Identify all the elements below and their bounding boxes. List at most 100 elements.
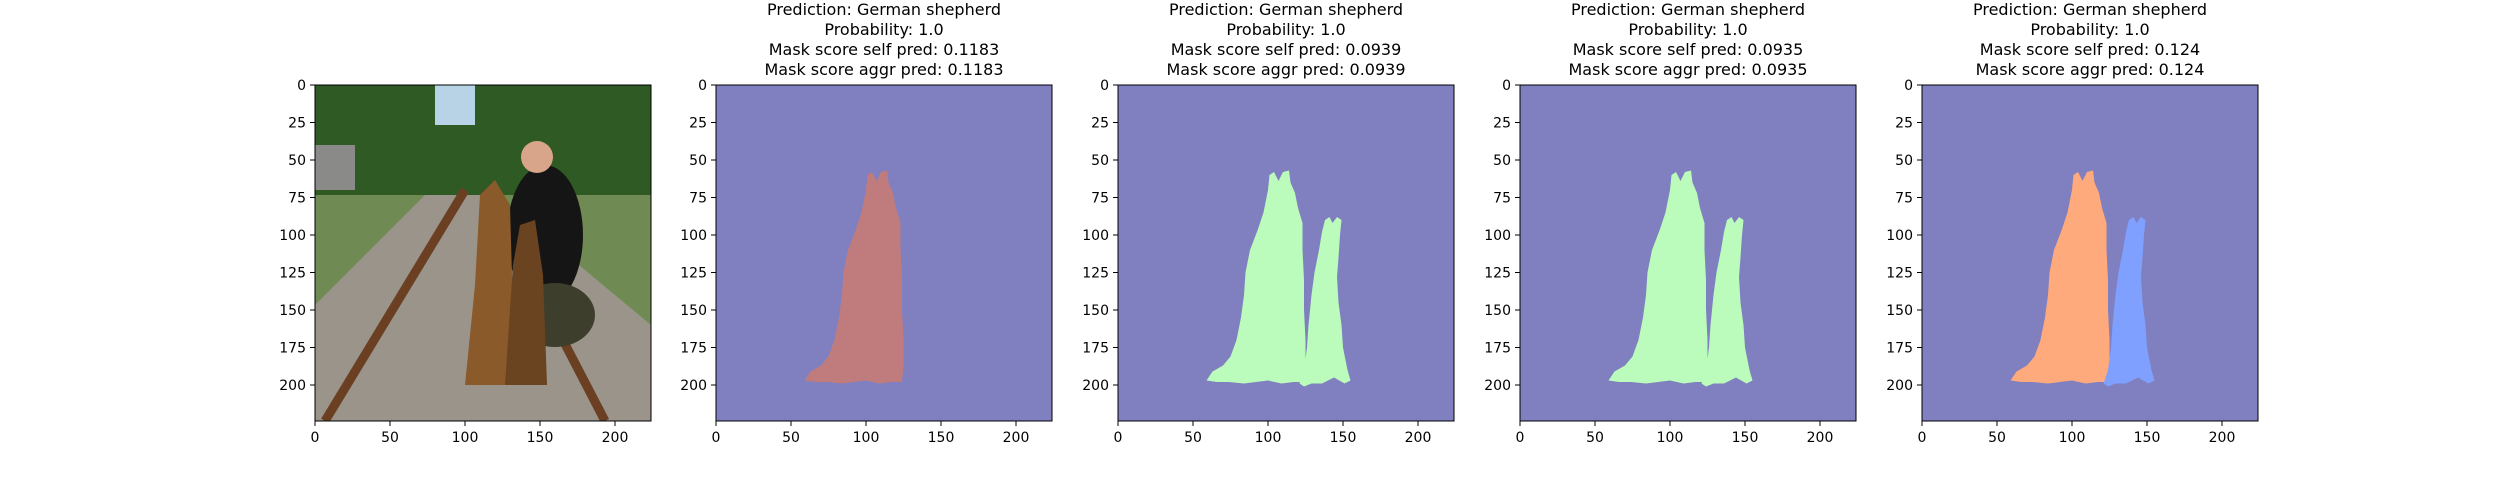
y-tick-label: 75 bbox=[689, 191, 707, 207]
title-line-2: Probability: 1.0 bbox=[1226, 20, 1345, 39]
y-tick-label: 50 bbox=[288, 153, 306, 169]
y-tick-label: 125 bbox=[1484, 266, 1511, 282]
mask-left-dog bbox=[804, 170, 904, 384]
y-tick-label: 25 bbox=[1091, 116, 1109, 132]
y-tick-label: 175 bbox=[1082, 341, 1109, 357]
title-line-4: Mask score aggr pred: 0.124 bbox=[1976, 60, 2205, 79]
title-line-1: Prediction: German shepherd bbox=[1571, 0, 1805, 19]
title-line-4: Mask score aggr pred: 0.0939 bbox=[1167, 60, 1406, 79]
x-tick-label: 0 bbox=[1918, 430, 1927, 446]
x-tick-label: 0 bbox=[311, 430, 320, 446]
x-tick-label: 150 bbox=[1732, 430, 1759, 446]
y-tick-label: 25 bbox=[689, 116, 707, 132]
y-tick-label: 100 bbox=[680, 228, 707, 244]
y-tick-label: 200 bbox=[279, 378, 306, 394]
y-tick-label: 50 bbox=[1091, 153, 1109, 169]
x-tick-label: 50 bbox=[782, 430, 800, 446]
title-line-2: Probability: 1.0 bbox=[824, 20, 943, 39]
y-tick-label: 0 bbox=[1904, 78, 1913, 94]
photo-shed bbox=[315, 145, 355, 190]
panel-1: 0 50 100 150 200 0 25 50 75 100 125 150 175 200 bbox=[279, 78, 652, 446]
y-tick-label: 175 bbox=[1484, 341, 1511, 357]
x-tick-label: 50 bbox=[1988, 430, 2006, 446]
y-tick-label: 175 bbox=[680, 341, 707, 357]
image-area bbox=[1118, 85, 1454, 421]
x-tick-label: 200 bbox=[1405, 430, 1432, 446]
x-tick-label: 0 bbox=[1516, 430, 1525, 446]
x-tick-label: 100 bbox=[1657, 430, 1684, 446]
y-tick-label: 75 bbox=[288, 191, 306, 207]
photo-dog-right bbox=[505, 220, 547, 385]
photo-sky bbox=[435, 85, 475, 125]
mask-right-dog bbox=[1299, 217, 1351, 387]
y-tick-label: 150 bbox=[1484, 303, 1511, 319]
axes-frame bbox=[1117, 84, 1455, 422]
panel-5: 0 50 100 150 200 0 25 50 75 100 125 150 175 200 Predic… bbox=[1886, 0, 2259, 446]
x-tick-label: 0 bbox=[712, 430, 721, 446]
y-tick-label: 50 bbox=[1493, 153, 1511, 169]
y-tick-label: 200 bbox=[1082, 378, 1109, 394]
title-line-1: Prediction: German shepherd bbox=[1973, 0, 2207, 19]
mask-right-dog bbox=[1701, 217, 1753, 387]
y-tick-label: 125 bbox=[680, 266, 707, 282]
y-tick-label: 100 bbox=[1886, 228, 1913, 244]
y-tick-label: 125 bbox=[1886, 266, 1913, 282]
x-tick-label: 100 bbox=[2059, 430, 2086, 446]
y-tick-label: 175 bbox=[279, 341, 306, 357]
y-tick-label: 150 bbox=[1082, 303, 1109, 319]
x-tick-label: 150 bbox=[1330, 430, 1357, 446]
mask-right-dog bbox=[2103, 217, 2155, 387]
photo-rail-left bbox=[321, 187, 469, 421]
x-tick-label: 0 bbox=[1114, 430, 1123, 446]
x-tick-label: 100 bbox=[452, 430, 479, 446]
x-tick-label: 150 bbox=[527, 430, 554, 446]
y-tick-label: 0 bbox=[1502, 78, 1511, 94]
panel-4: 0 50 100 150 200 0 25 50 75 100 125 150 175 200 Predic… bbox=[1484, 0, 1857, 446]
y-tick-label: 100 bbox=[1484, 228, 1511, 244]
y-tick-label: 50 bbox=[1895, 153, 1913, 169]
image-area bbox=[716, 85, 1052, 421]
y-tick-label: 100 bbox=[279, 228, 306, 244]
x-tick-label: 150 bbox=[928, 430, 955, 446]
x-tick-label: 50 bbox=[1586, 430, 1604, 446]
y-tick-label: 75 bbox=[1091, 191, 1109, 207]
y-tick-label: 100 bbox=[1082, 228, 1109, 244]
x-tick-label: 100 bbox=[853, 430, 880, 446]
x-tick-label: 150 bbox=[2134, 430, 2161, 446]
y-tick-label: 75 bbox=[1895, 191, 1913, 207]
x-tick-label: 50 bbox=[381, 430, 399, 446]
x-tick-label: 200 bbox=[1807, 430, 1834, 446]
panel-2: 0 50 100 150 200 0 25 50 75 100 125 150 175 200 Predic… bbox=[680, 0, 1053, 446]
axes-frame bbox=[715, 84, 1053, 422]
y-tick-label: 125 bbox=[1082, 266, 1109, 282]
y-tick-label: 150 bbox=[1886, 303, 1913, 319]
mask-left-dog bbox=[1608, 170, 1708, 384]
y-tick-label: 0 bbox=[698, 78, 707, 94]
y-tick-label: 75 bbox=[1493, 191, 1511, 207]
photo-dog-left bbox=[465, 180, 515, 385]
mask-left-dog bbox=[2010, 170, 2110, 384]
title-line-1: Prediction: German shepherd bbox=[1169, 0, 1403, 19]
title-line-3: Mask score self pred: 0.1183 bbox=[769, 40, 1000, 59]
title-line-2: Probability: 1.0 bbox=[2030, 20, 2149, 39]
y-tick-label: 0 bbox=[297, 78, 306, 94]
photo-face bbox=[521, 141, 553, 173]
y-tick-label: 150 bbox=[279, 303, 306, 319]
y-tick-label: 25 bbox=[288, 116, 306, 132]
axes-frame bbox=[1921, 84, 2259, 422]
y-tick-label: 25 bbox=[1895, 116, 1913, 132]
y-tick-label: 150 bbox=[680, 303, 707, 319]
x-tick-label: 100 bbox=[1255, 430, 1282, 446]
photo-trees bbox=[315, 85, 651, 195]
panel-3: 0 50 100 150 200 0 25 50 75 100 125 150 175 200 Predic… bbox=[1082, 0, 1455, 446]
axes-frame bbox=[1519, 84, 1857, 422]
y-tick-label: 200 bbox=[1886, 378, 1913, 394]
image-area bbox=[315, 85, 651, 421]
x-tick-label: 200 bbox=[2209, 430, 2236, 446]
x-tick-label: 50 bbox=[1184, 430, 1202, 446]
title-line-3: Mask score self pred: 0.0935 bbox=[1573, 40, 1804, 59]
title-line-4: Mask score aggr pred: 0.1183 bbox=[765, 60, 1004, 79]
title-line-1: Prediction: German shepherd bbox=[767, 0, 1001, 19]
title-line-3: Mask score self pred: 0.0939 bbox=[1171, 40, 1402, 59]
